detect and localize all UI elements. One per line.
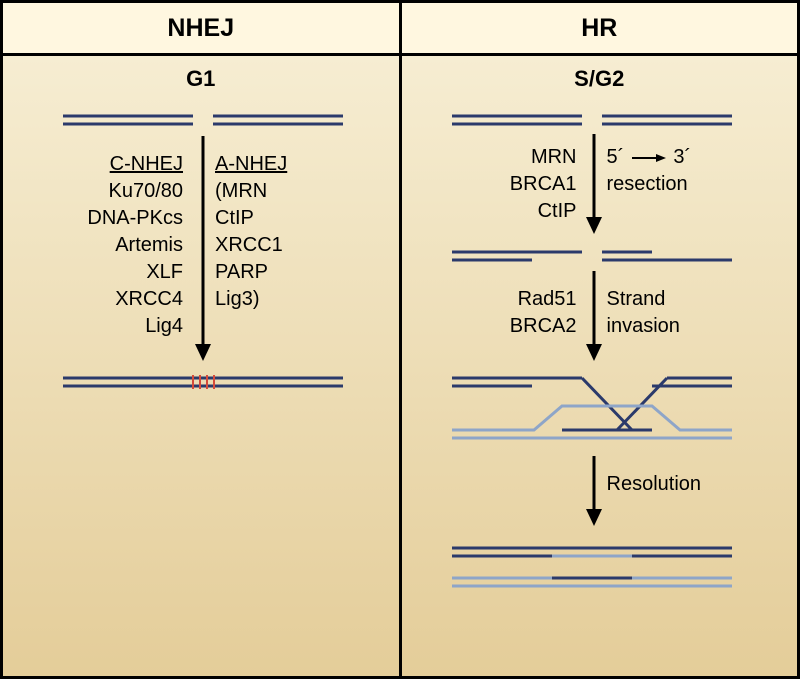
list-invasion-proteins: Rad51 BRCA2 [502,286,577,340]
list-a-nhej: A-NHEJ (MRN CtIP XRCC1 PARP Lig3) [215,151,287,313]
c-nhej-title: C-NHEJ [73,151,183,178]
dna-joined-nhej [3,368,398,398]
dna-break-top-hr [402,106,797,136]
arrow-hr-2 [584,271,604,361]
label-invasion: Strand invasion [607,286,680,340]
arrow-nhej [193,136,213,361]
dna-resolved [402,536,797,606]
hr-protein: CtIP [502,198,577,225]
c-nhej-item: Lig4 [73,313,183,340]
a-nhej-item: CtIP [215,205,287,232]
a-nhej-item: (MRN [215,178,287,205]
dna-break-top-nhej [3,106,398,136]
dna-resected [402,242,797,272]
header-row: NHEJ HR [3,3,797,56]
body-row: G1 C-NHEJ Ku70/80 DNA-PKcs Ar [3,56,797,676]
a-nhej-item: XRCC1 [215,232,287,259]
arrow-hr-1 [584,134,604,234]
subheader-sg2: S/G2 [402,66,798,92]
header-hr: HR [402,3,798,53]
resection-direction: 5´ 3´ [607,144,692,171]
label-resolution: Resolution [607,471,702,498]
list-resection-proteins: MRN BRCA1 CtIP [502,144,577,225]
a-nhej-item: Lig3) [215,286,287,313]
resection-word: resection [607,171,692,198]
c-nhej-item: Artemis [73,232,183,259]
panel-nhej: G1 C-NHEJ Ku70/80 DNA-PKcs Ar [3,56,402,676]
hr-protein: BRCA1 [502,171,577,198]
header-nhej: NHEJ [3,3,402,53]
hr-protein: BRCA2 [502,313,577,340]
panel-hr: S/G2 MRN BRCA1 CtIP [402,56,798,676]
subheader-g1: G1 [3,66,399,92]
a-nhej-title: A-NHEJ [215,151,287,178]
c-nhej-item: DNA-PKcs [73,205,183,232]
list-c-nhej: C-NHEJ Ku70/80 DNA-PKcs Artemis XLF XRCC… [73,151,183,340]
label-resection: 5´ 3´ resection [607,144,692,198]
hr-protein: MRN [502,144,577,171]
arrow-hr-3 [584,456,604,526]
a-nhej-item: PARP [215,259,287,286]
c-nhej-item: XLF [73,259,183,286]
c-nhej-item: Ku70/80 [73,178,183,205]
hr-protein: Rad51 [502,286,577,313]
c-nhej-item: XRCC4 [73,286,183,313]
figure-container: NHEJ HR G1 C-NHEJ [0,0,800,679]
